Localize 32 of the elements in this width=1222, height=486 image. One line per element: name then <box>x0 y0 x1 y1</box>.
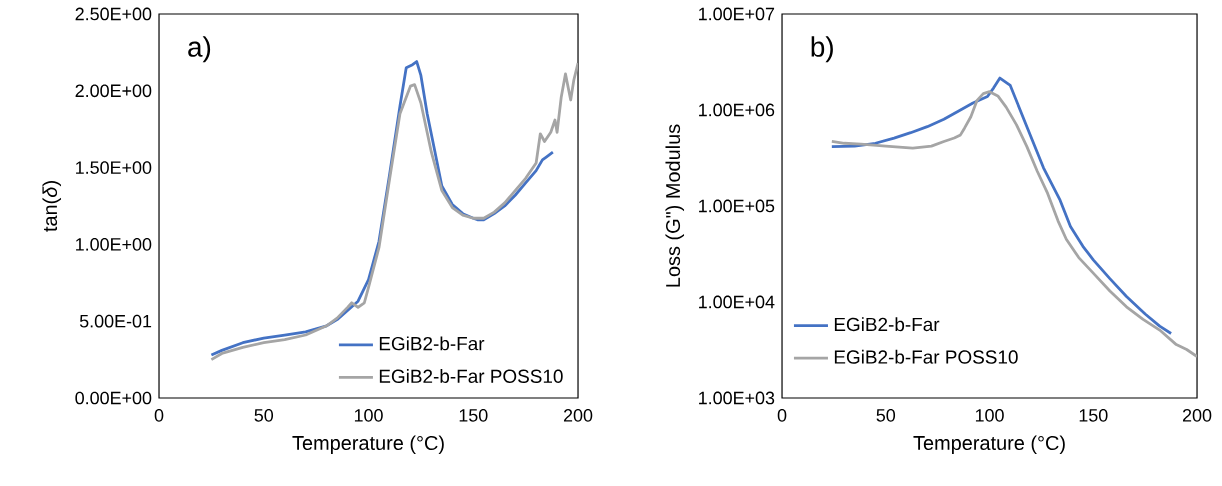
y-tick-label: 1.00E+07 <box>699 7 775 21</box>
x-tick-label: 150 <box>459 409 488 422</box>
y-tick-label: 1.00E+03 <box>699 391 775 405</box>
y-tick-label: 1.50E+00 <box>76 161 152 174</box>
x-axis-title: Temperature (°C) <box>292 435 444 454</box>
x-tick-label: 0 <box>777 409 787 422</box>
legend-label: EGiB2-b-Far <box>834 317 940 332</box>
legend-label: EGiB2-b-Far <box>379 336 485 351</box>
x-tick-label: 100 <box>975 409 1004 422</box>
y-tick-label: 1.00E+04 <box>699 295 775 309</box>
y-tick-label: 2.00E+00 <box>75 84 152 98</box>
legend-label: EGiB2-b-Far POSS10 <box>379 369 563 383</box>
x-tick-label: 150 <box>1079 409 1108 422</box>
y-tick-label: 2.50E+00 <box>75 7 152 21</box>
x-axis-title: Temperature (°C) <box>913 435 1065 454</box>
y-tick-label: 1.00E+06 <box>699 103 775 117</box>
y-axis-title: tan(δ) <box>42 181 62 232</box>
x-tick-label: 50 <box>254 409 274 422</box>
x-tick-label: 200 <box>563 409 593 422</box>
y-tick-label: 5.00E-01 <box>79 314 152 328</box>
y-tick-label: 1.00E+00 <box>76 238 152 251</box>
y-tick-label: 0.00E+00 <box>75 391 152 405</box>
x-tick-label: 200 <box>1182 409 1212 422</box>
line-series <box>830 76 1173 335</box>
y-tick-label: 1.00E+05 <box>699 199 775 213</box>
x-tick-label: 0 <box>154 409 164 422</box>
y-axis-title: Loss (G") Modulus <box>665 124 685 287</box>
legend-label: EGiB2-b-Far POSS10 <box>834 349 1018 364</box>
x-tick-label: 50 <box>876 409 896 422</box>
annotation: b) <box>811 36 833 63</box>
annotation: a) <box>188 36 211 63</box>
x-tick-label: 100 <box>354 409 383 422</box>
